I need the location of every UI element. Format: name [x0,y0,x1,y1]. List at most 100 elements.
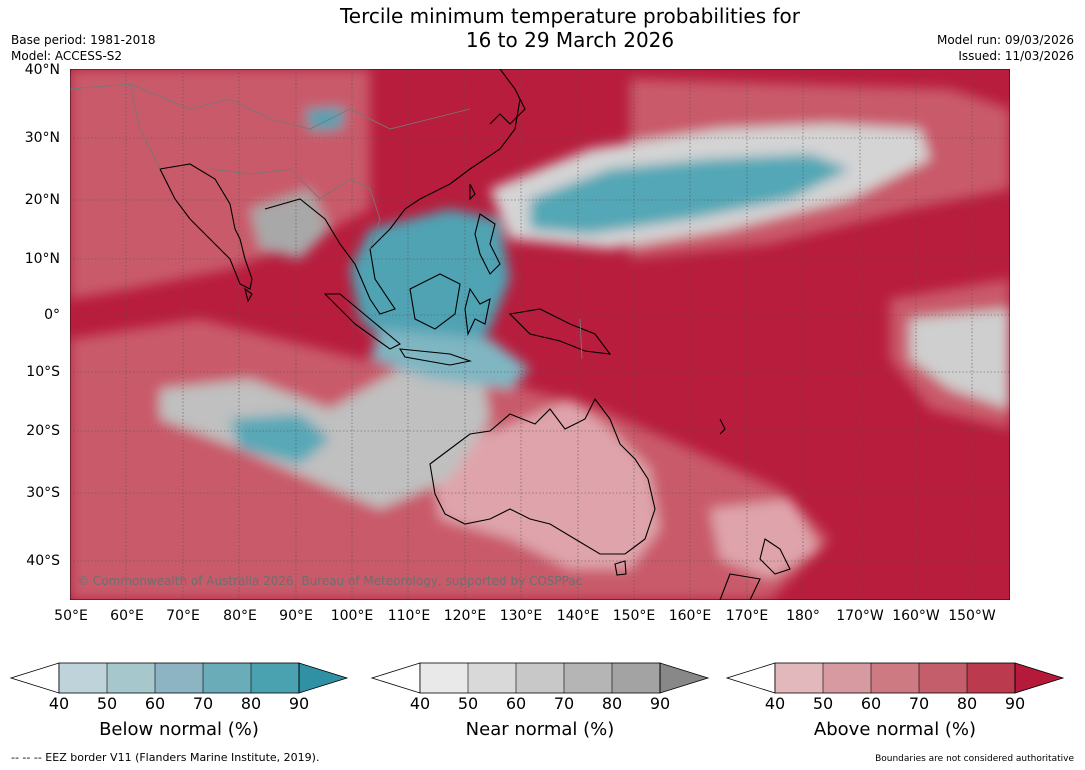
lon-label-140e: 140°E [556,608,600,624]
coastline-sri-lanka [244,287,253,303]
border-south-asia [129,83,161,170]
below-normal-south-indian [230,414,330,464]
colorbar-near-tick: 50 [457,694,479,713]
colorbar-near-bin [612,663,660,693]
colorbar-near-upper-cap [659,662,710,694]
colorbar-below-lower-cap [10,662,60,694]
colorbar-near-bin [516,663,564,693]
coastline-vanuatu [719,418,726,435]
colorbar-above-tick: 60 [860,694,882,713]
colorbar-below-label: Below normal (%) [99,719,259,740]
colorbar-near-normal [371,662,710,694]
colorbar-near-label: Near normal (%) [465,719,615,740]
model-text: Model: ACCESS-S2 [11,49,123,63]
border-northern-asia [70,83,471,130]
model-run-text: Model run: 09/03/2026 [936,33,1074,47]
colorbar-above-bin [871,663,919,693]
colorbar-near-bin [564,663,612,693]
lon-label-120e: 120°E [443,608,487,624]
colorbar-above-label: Above normal (%) [813,719,977,740]
colorbar-below-tick: 90 [288,694,310,713]
coastline-new-zealand-north [759,538,791,575]
lat-label-10n: 10°N [24,251,60,267]
colorbar-above-normal [726,662,1065,694]
below-normal-band-north [530,154,850,234]
lon-label-170w: 170°W [836,608,884,624]
colorbar-below-upper-cap [298,662,349,694]
map-title: Tercile minimum temperature probabilitie… [0,4,1085,52]
colorbar-below-bin [59,663,107,693]
colorbar-above-tick: 80 [956,694,978,713]
colorbar-near-bin [468,663,516,693]
colorbar-above-bin [823,663,871,693]
lon-label-110e: 110°E [387,608,431,624]
colorbar-below-tick: 80 [240,694,262,713]
eez-border-note: -- -- -- EEZ border V11 (Flanders Marine… [11,751,320,764]
colorbar-below-tick: 70 [192,694,214,713]
colorbar-near-tick: 40 [409,694,431,713]
near-normal-south-indian [160,359,490,509]
lon-label-60e: 60°E [110,608,144,624]
lon-label-170e: 170°E [725,608,769,624]
colorbar-below-normal [10,662,349,694]
colorbar-above-bin [775,663,823,693]
colorbar-near-tick: 60 [505,694,527,713]
colorbar-above-tick: 90 [1004,694,1026,713]
title-line-1: Tercile minimum temperature probabilitie… [339,4,801,28]
lon-label-160w: 160°W [892,608,940,624]
colorbar-near-tick: 90 [649,694,671,713]
coastline-java [398,348,473,366]
colorbar-near-lower-cap [371,662,421,694]
colorbar-near-tick: 80 [601,694,623,713]
border-new-guinea [579,318,583,360]
graticule [70,69,1010,600]
lon-label-80e: 80°E [223,608,257,624]
title-line-2: 16 to 29 March 2026 [465,28,675,52]
coastline-australia [429,397,656,555]
colorbar-near-tick: 70 [553,694,575,713]
lon-label-160e: 160°E [668,608,712,624]
colorbar-below-bin [203,663,251,693]
coastline-sulawesi [464,287,491,336]
lat-label-20n: 20°N [24,192,60,208]
lon-label-150e: 150°E [612,608,656,624]
lon-label-50e: 50°E [54,608,88,624]
colorbar-above-lower-cap [726,662,776,694]
copyright-notice: © Commonwealth of Australia 2026, Bureau… [77,574,583,588]
coastline-philippines [474,213,501,275]
lon-label-100e: 100°E [330,608,374,624]
colorbar-below-tick: 50 [96,694,118,713]
lon-label-150w: 150°W [948,608,996,624]
border-india-bangladesh [209,168,321,200]
lat-label-20s: 20°S [26,423,60,439]
coastline-japan [489,69,526,125]
coastline-sumatra [323,293,401,350]
boundaries-disclaimer: Boundaries are not considered authoritat… [875,754,1074,764]
lat-label-10s: 10°S [26,364,60,380]
lon-label-130e: 130°E [499,608,543,624]
lon-label-180: 180° [786,608,820,624]
colorbar-near-bin [420,663,468,693]
above-light-australia [430,399,660,569]
coastline-new-zealand-south [719,573,761,600]
meta-right: Model run: 09/03/2026 Issued: 11/03/2026 [937,32,1074,64]
lat-label-30s: 30°S [26,485,60,501]
colorbar-above-tick: 50 [812,694,834,713]
coastlines [159,69,791,600]
lat-label-40n: 40°N [24,62,60,78]
meta-left: Base period: 1981-2018 Model: ACCESS-S2 [11,32,156,64]
colorbar-above-tick: 70 [908,694,930,713]
base-period-text: Base period: 1981-2018 [11,33,156,47]
colorbar-below-tick: 40 [48,694,70,713]
lon-label-70e: 70°E [166,608,200,624]
borders [70,83,583,360]
below-normal-indonesia [370,329,530,389]
coastline-southeast-asia [264,98,521,315]
colorbar-below-bin [155,663,203,693]
colorbar-below-bin [107,663,155,693]
coastline-india [159,163,253,290]
issued-text: Issued: 11/03/2026 [958,49,1074,63]
border-southeast-asia [319,178,381,250]
lat-label-40s: 40°S [26,553,60,569]
coastline-taiwan [469,183,476,201]
